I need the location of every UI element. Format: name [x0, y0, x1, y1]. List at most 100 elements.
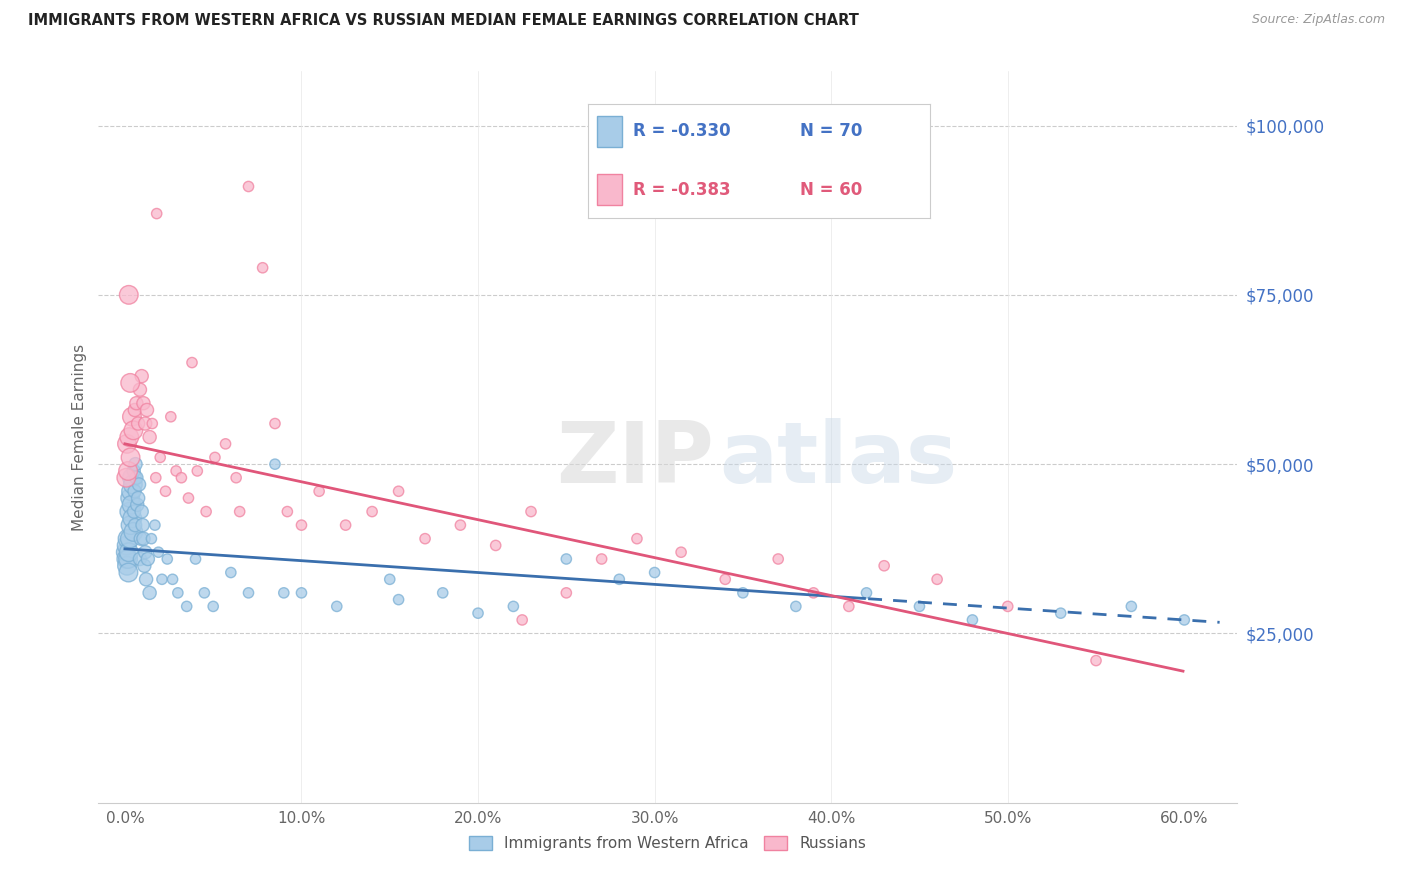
Point: [803, 586, 825, 600]
Point: [132, 532, 155, 546]
Point: [290, 518, 312, 533]
Point: [122, 423, 145, 437]
Point: [121, 409, 143, 424]
Point: [165, 464, 187, 478]
Point: [117, 566, 139, 580]
Point: [873, 558, 896, 573]
Point: [122, 464, 145, 478]
Point: [162, 572, 184, 586]
Point: [136, 552, 159, 566]
Point: [145, 206, 167, 220]
Point: [181, 355, 204, 369]
Point: [115, 538, 138, 552]
Point: [1121, 599, 1143, 614]
Point: [145, 471, 167, 485]
Point: [120, 376, 142, 390]
Point: [1049, 606, 1071, 620]
Point: [120, 518, 142, 533]
Point: [125, 396, 148, 410]
Point: [838, 599, 860, 614]
Point: [156, 552, 179, 566]
Point: [193, 586, 215, 600]
Point: [129, 532, 152, 546]
Point: [785, 599, 807, 614]
Point: [855, 586, 877, 600]
Point: [127, 417, 149, 431]
Point: [134, 558, 156, 573]
Point: [115, 471, 138, 485]
Point: [214, 437, 236, 451]
Point: [129, 383, 152, 397]
Point: [170, 471, 193, 485]
Point: [121, 471, 143, 485]
Point: [128, 477, 150, 491]
Point: [626, 532, 648, 546]
Point: [118, 545, 141, 559]
Point: [134, 545, 156, 559]
Point: [1085, 654, 1108, 668]
Point: [326, 599, 349, 614]
Point: [150, 572, 173, 586]
Point: [387, 484, 409, 499]
Point: [117, 532, 139, 546]
Point: [644, 566, 666, 580]
Point: [273, 586, 295, 600]
Point: [177, 491, 200, 505]
Point: [219, 566, 242, 580]
Text: Source: ZipAtlas.com: Source: ZipAtlas.com: [1251, 13, 1385, 27]
Point: [131, 518, 153, 533]
Point: [118, 288, 141, 302]
Point: [335, 518, 357, 533]
Point: [118, 430, 141, 444]
Point: [669, 545, 692, 559]
Point: [131, 369, 153, 384]
Point: [117, 552, 139, 566]
Point: [290, 586, 312, 600]
Point: [264, 457, 287, 471]
Point: [413, 532, 436, 546]
Point: [927, 572, 949, 586]
Point: [121, 498, 143, 512]
Point: [510, 613, 533, 627]
Point: [202, 599, 225, 614]
Point: [118, 505, 141, 519]
Point: [124, 457, 146, 471]
Point: [276, 505, 298, 519]
Point: [485, 538, 508, 552]
Point: [264, 417, 287, 431]
Legend: Immigrants from Western Africa, Russians: Immigrants from Western Africa, Russians: [463, 830, 873, 857]
Point: [122, 505, 145, 519]
Point: [124, 518, 146, 533]
Point: [138, 586, 160, 600]
Point: [155, 484, 177, 499]
Point: [204, 450, 226, 465]
Point: [125, 471, 148, 485]
Point: [238, 586, 260, 600]
Point: [449, 518, 471, 533]
Point: [195, 505, 218, 519]
Point: [115, 558, 138, 573]
Point: [114, 545, 136, 559]
Point: [149, 450, 172, 465]
Point: [143, 518, 166, 533]
Point: [138, 430, 160, 444]
Point: [387, 592, 409, 607]
Point: [1173, 613, 1195, 627]
Point: [167, 586, 190, 600]
Point: [120, 450, 142, 465]
Point: [159, 409, 181, 424]
Text: IMMIGRANTS FROM WESTERN AFRICA VS RUSSIAN MEDIAN FEMALE EARNINGS CORRELATION CHA: IMMIGRANTS FROM WESTERN AFRICA VS RUSSIA…: [28, 13, 859, 29]
Point: [731, 586, 754, 600]
Point: [176, 599, 198, 614]
Point: [136, 403, 159, 417]
Point: [118, 532, 141, 546]
Point: [378, 572, 401, 586]
Point: [141, 532, 163, 546]
Point: [555, 552, 578, 566]
Point: [520, 505, 543, 519]
Point: [308, 484, 330, 499]
Point: [115, 437, 138, 451]
Point: [502, 599, 524, 614]
Point: [134, 417, 156, 431]
Point: [997, 599, 1019, 614]
